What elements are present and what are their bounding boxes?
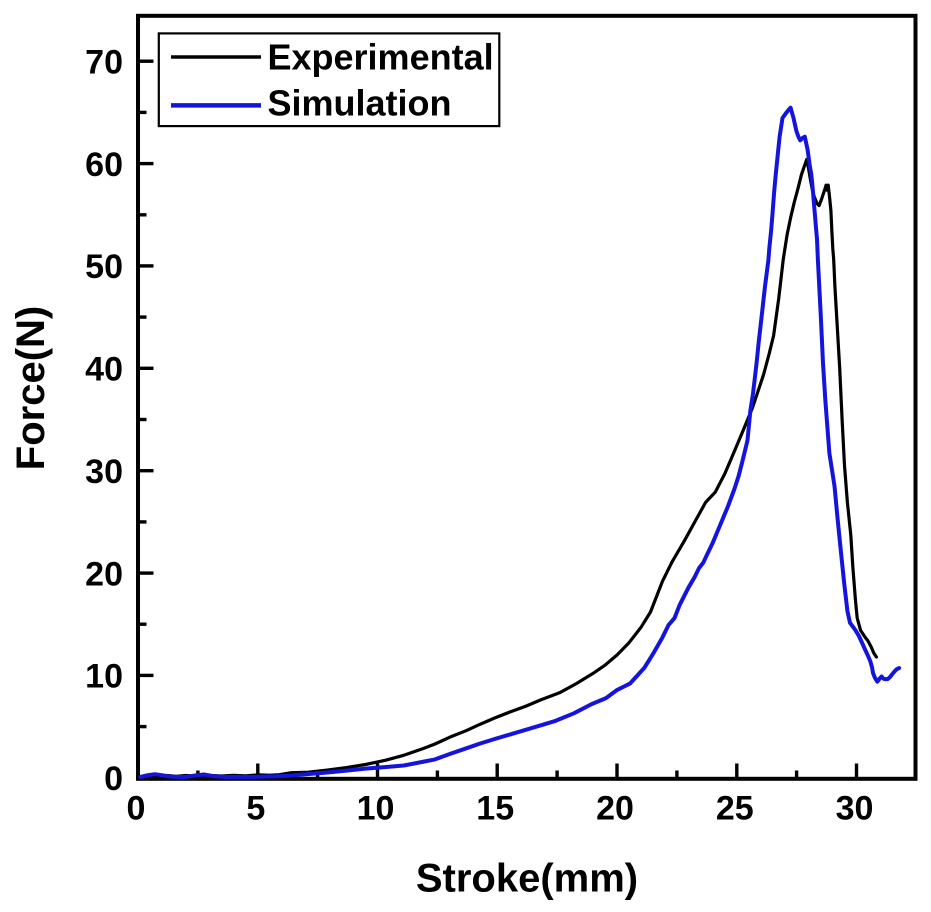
svg-text:0: 0 xyxy=(127,790,146,828)
svg-text:0: 0 xyxy=(104,760,123,798)
svg-text:15: 15 xyxy=(476,790,514,828)
svg-text:30: 30 xyxy=(836,790,874,828)
svg-text:10: 10 xyxy=(357,790,395,828)
svg-text:Stroke(mm): Stroke(mm) xyxy=(416,857,638,901)
svg-text:30: 30 xyxy=(85,453,123,491)
svg-text:20: 20 xyxy=(596,790,634,828)
svg-text:70: 70 xyxy=(85,43,123,81)
svg-text:60: 60 xyxy=(85,146,123,184)
svg-text:40: 40 xyxy=(85,351,123,389)
svg-text:10: 10 xyxy=(85,658,123,696)
svg-text:5: 5 xyxy=(246,790,265,828)
svg-text:25: 25 xyxy=(716,790,754,828)
svg-text:50: 50 xyxy=(85,248,123,286)
svg-text:Simulation: Simulation xyxy=(268,83,452,124)
svg-text:Experimental: Experimental xyxy=(268,37,494,78)
svg-text:Force(N): Force(N) xyxy=(9,306,53,470)
svg-text:20: 20 xyxy=(85,555,123,593)
